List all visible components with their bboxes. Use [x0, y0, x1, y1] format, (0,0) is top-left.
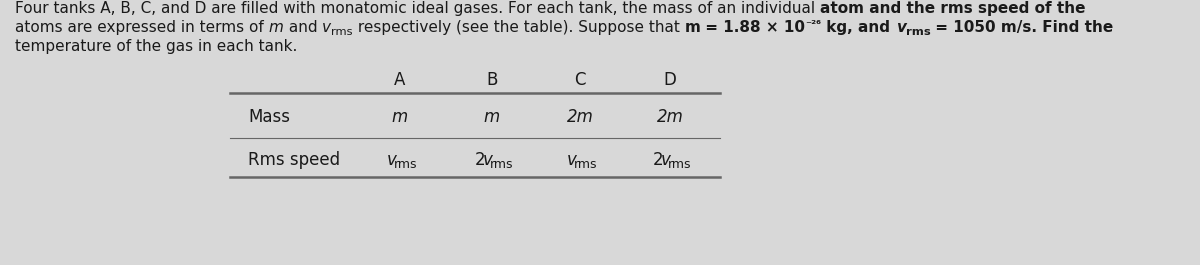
Text: = 1050 m/s. Find the: = 1050 m/s. Find the	[930, 20, 1114, 35]
Text: respectively (see the table). Suppose that: respectively (see the table). Suppose th…	[353, 20, 684, 35]
Text: rms: rms	[575, 157, 598, 170]
Text: m: m	[684, 20, 701, 35]
Text: and: and	[283, 20, 322, 35]
Text: kg, and: kg, and	[821, 20, 895, 35]
Text: Mass: Mass	[248, 108, 290, 126]
Text: B: B	[486, 71, 498, 89]
Text: v: v	[660, 151, 671, 169]
Text: 2m: 2m	[566, 108, 594, 126]
Text: A: A	[395, 71, 406, 89]
Text: v: v	[482, 151, 492, 169]
Text: m: m	[484, 108, 500, 126]
Text: rms: rms	[395, 157, 418, 170]
Text: 2m: 2m	[656, 108, 684, 126]
Text: ⁻²⁶: ⁻²⁶	[805, 20, 821, 30]
Text: m: m	[392, 108, 408, 126]
Text: v: v	[322, 20, 331, 35]
Text: C: C	[575, 71, 586, 89]
Text: rms: rms	[906, 27, 930, 37]
Text: Rms speed: Rms speed	[248, 151, 340, 169]
Text: v: v	[566, 151, 577, 169]
Text: D: D	[664, 71, 677, 89]
Text: rms: rms	[668, 157, 691, 170]
Text: atoms are expressed in terms of: atoms are expressed in terms of	[14, 20, 269, 35]
Text: m: m	[269, 20, 283, 35]
Text: rms: rms	[331, 27, 353, 37]
Text: 2: 2	[653, 151, 664, 169]
Text: Four tanks A, B, C, and D are filled with monatomic ideal gases. For each tank, : Four tanks A, B, C, and D are filled wit…	[14, 1, 820, 16]
Text: atom and the rms speed of the: atom and the rms speed of the	[820, 1, 1086, 16]
Text: v: v	[895, 20, 906, 35]
Text: 2: 2	[475, 151, 486, 169]
Text: rms: rms	[490, 157, 514, 170]
Text: = 1.88 × 10: = 1.88 × 10	[701, 20, 805, 35]
Text: temperature of the gas in each tank.: temperature of the gas in each tank.	[14, 39, 298, 54]
Text: v: v	[386, 151, 397, 169]
